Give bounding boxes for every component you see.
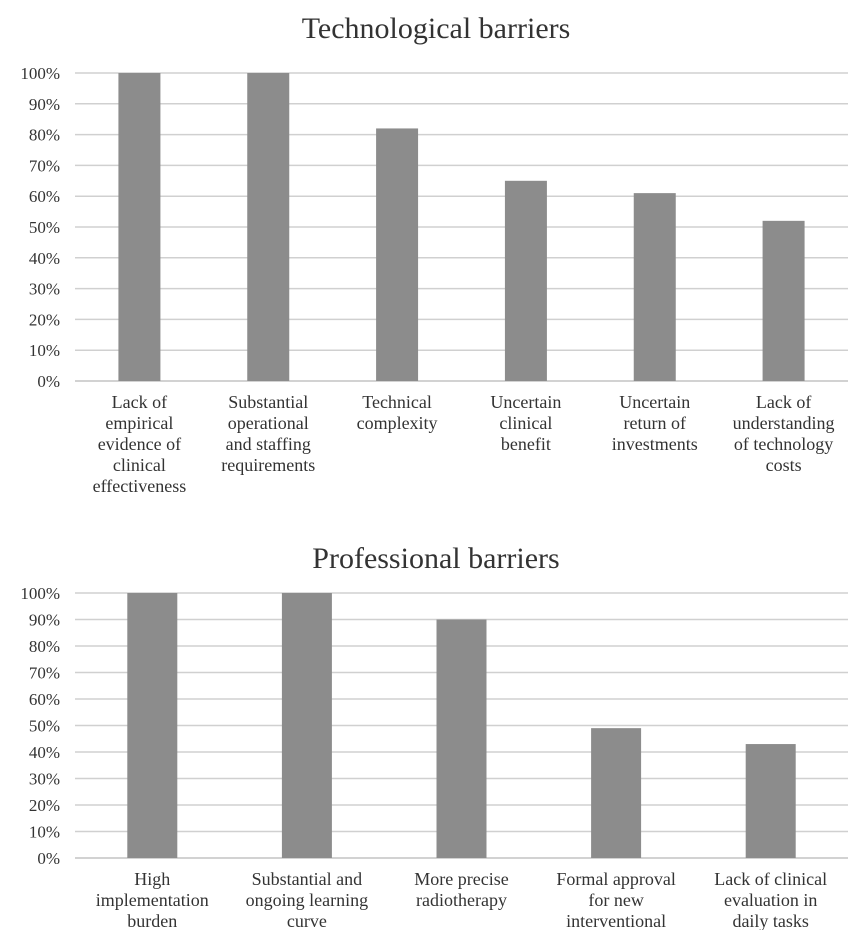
category-label-line: More precise xyxy=(414,869,508,889)
category-label-line: evidence of xyxy=(98,434,181,454)
category-label: High implementation burden xyxy=(96,869,209,930)
bar xyxy=(118,73,161,381)
category-label: Technical complexity xyxy=(357,392,438,433)
category-label-line: ongoing learning xyxy=(246,890,368,910)
category-label-line: for new xyxy=(588,890,643,910)
y-tick-label: 70% xyxy=(29,664,60,683)
technological-barriers-chart: Technological barriers 0% 10% 20% 30% 40% 50% 6… xyxy=(20,12,848,496)
y-tick-label: 90% xyxy=(29,95,60,114)
y-tick-label: 30% xyxy=(29,770,60,789)
category-label-line: investments xyxy=(612,434,698,454)
technological-barriers-plot: Technological barriers 0% 10% 20% 30% 40% 50% 6… xyxy=(20,12,848,496)
y-tick-label: 80% xyxy=(29,126,60,145)
category-label-line: benefit xyxy=(501,434,551,454)
category-label-line: empirical xyxy=(105,413,173,433)
y-tick-label: 0% xyxy=(37,849,60,868)
category-label-line: Substantial and xyxy=(252,869,363,889)
category-label-line: clinical xyxy=(499,413,552,433)
y-tick-label: 0% xyxy=(37,372,60,391)
category-label: Uncertain clinical benefit xyxy=(490,392,561,454)
category-label-line: evaluation in xyxy=(724,890,817,910)
chart-title: Technological barriers xyxy=(302,12,571,45)
y-tick-label: 50% xyxy=(29,218,60,237)
y-tick-label: 20% xyxy=(29,796,60,815)
category-label-line: requirements xyxy=(221,455,315,475)
bar xyxy=(762,220,805,381)
category-label-line: Uncertain xyxy=(490,392,561,412)
y-tick-label: 50% xyxy=(29,717,60,736)
category-label-line: High xyxy=(134,869,170,889)
category-label-line: Formal approval xyxy=(556,869,675,889)
category-label-line: complexity xyxy=(357,413,438,433)
bar xyxy=(436,619,487,858)
category-label-line: burden xyxy=(127,911,177,930)
category-label: Substantial operational and staffing requir… xyxy=(221,392,315,475)
professional-barriers-chart: Professional barriers 0% 10% 20% 30% 40% 50% 60… xyxy=(0,530,848,930)
category-label-line: daily tasks xyxy=(732,911,809,930)
category-label-line: costs xyxy=(766,455,802,475)
y-tick-label: 20% xyxy=(29,310,60,329)
category-label: Substantial and ongoing learning curve xyxy=(246,869,368,930)
category-label-line: of technology xyxy=(734,434,833,454)
category-label-line: interventional xyxy=(566,911,666,930)
y-tick-label: 100% xyxy=(20,584,60,603)
category-label-line: operational xyxy=(228,413,309,433)
bar xyxy=(247,73,290,381)
y-tick-label: 30% xyxy=(29,280,60,299)
category-label-line: Lack of xyxy=(756,392,811,412)
y-tick-label: 40% xyxy=(29,743,60,762)
category-label-line: implementation xyxy=(96,890,209,910)
bar xyxy=(745,744,796,858)
category-label-line: Uncertain xyxy=(619,392,690,412)
y-tick-label: 80% xyxy=(29,637,60,656)
bar xyxy=(376,128,419,381)
bar xyxy=(633,193,676,381)
y-tick-label: 60% xyxy=(29,187,60,206)
category-label: Lack of empirical evidence of clinical effec… xyxy=(93,392,187,496)
y-tick-label: 60% xyxy=(29,690,60,709)
category-label-line: and staffing xyxy=(226,434,311,454)
bar xyxy=(504,180,547,381)
category-label-line: curve xyxy=(287,911,327,930)
category-label-line: effectiveness xyxy=(93,476,187,496)
bar xyxy=(281,593,332,858)
category-label-line: return of xyxy=(624,413,686,433)
category-label-line: Technical xyxy=(362,392,432,412)
y-tick-label: 90% xyxy=(29,611,60,630)
category-label-line: Lack of xyxy=(112,392,167,412)
category-label: Formal approval for new interventional xyxy=(556,869,675,930)
category-label-line: Lack of clinical xyxy=(714,869,827,889)
bar xyxy=(591,728,642,858)
y-tick-label: 70% xyxy=(29,156,60,175)
category-label: Lack of understanding of technology costs xyxy=(733,392,835,475)
category-label-line: radiotherapy xyxy=(416,890,507,910)
category-label-line: Substantial xyxy=(228,392,308,412)
y-tick-label: 100% xyxy=(20,64,60,83)
y-tick-label: 10% xyxy=(29,823,60,842)
category-label-line: understanding xyxy=(733,413,835,433)
category-label: More precise radiotherapy xyxy=(414,869,508,910)
category-label: Lack of clinical evaluation in daily tasks xyxy=(714,869,827,930)
category-label: Uncertain return of investments xyxy=(612,392,698,454)
y-tick-label: 10% xyxy=(29,341,60,360)
professional-barriers-plot: Professional barriers 0% 10% 20% 30% 40% 50% 60… xyxy=(20,542,848,930)
bar xyxy=(127,593,178,858)
category-label-line: clinical xyxy=(113,455,166,475)
chart-title: Professional barriers xyxy=(312,542,559,575)
y-tick-label: 40% xyxy=(29,249,60,268)
